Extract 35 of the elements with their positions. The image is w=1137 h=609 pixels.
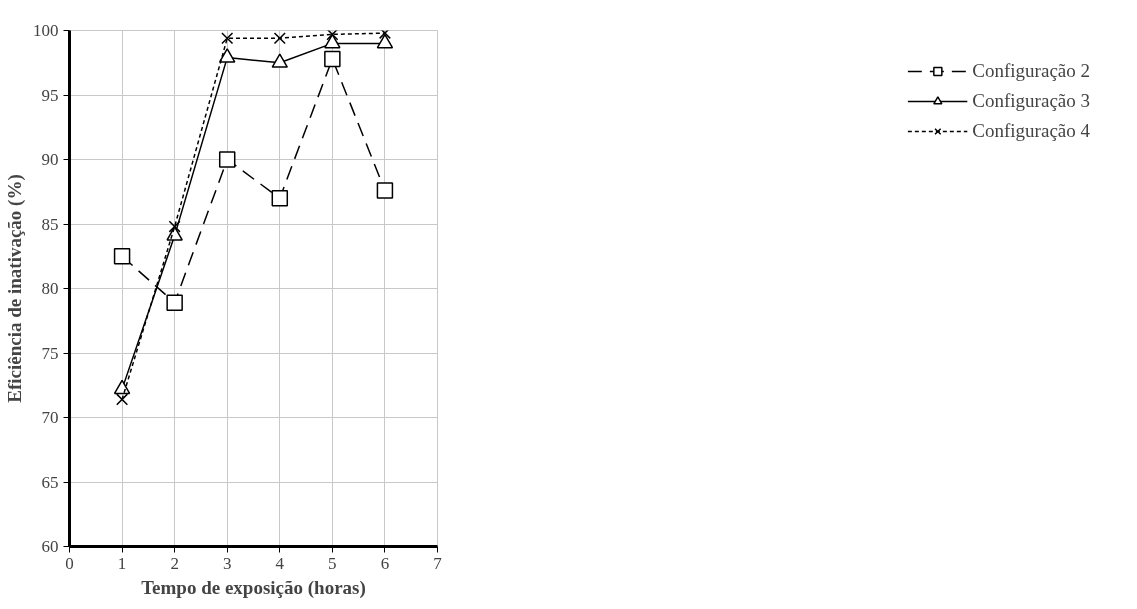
x-tick-label: 0 xyxy=(65,553,74,573)
x-tick-label: 5 xyxy=(328,553,337,573)
x-tick-label: 1 xyxy=(117,553,127,573)
x-axis-title: Tempo de exposição (horas) xyxy=(141,576,366,599)
point xyxy=(166,294,183,311)
y-tick-label: 60 xyxy=(41,537,59,556)
point xyxy=(376,182,394,199)
point xyxy=(271,189,289,207)
x-tick-label: 6 xyxy=(380,553,390,573)
y-tick-label: 70 xyxy=(41,408,59,427)
point xyxy=(113,248,131,265)
x-tick-label: 3 xyxy=(222,553,232,573)
y-tick-label: 75 xyxy=(41,343,59,363)
point xyxy=(168,220,181,233)
y-tick-label: 90 xyxy=(41,150,59,169)
point xyxy=(378,30,391,40)
x-tick-label: 7 xyxy=(433,553,443,573)
x-tick-label: 2 xyxy=(170,553,179,573)
point xyxy=(221,32,234,45)
y-tick-label: 80 xyxy=(41,279,59,298)
point xyxy=(218,151,236,168)
legend-label: Configuração 2 xyxy=(972,60,1090,82)
y-tick-label: 65 xyxy=(41,472,59,492)
point xyxy=(326,30,339,41)
y-tick-label: 100 xyxy=(33,21,59,40)
point xyxy=(116,393,129,406)
y-tick-label: 85 xyxy=(41,214,59,234)
point xyxy=(324,50,341,68)
point xyxy=(113,379,131,395)
legend-label: Configuração 3 xyxy=(972,90,1090,112)
point xyxy=(273,32,286,45)
legend-label: Configuração 4 xyxy=(972,120,1090,142)
y-axis-title: Eficiência de inativação (%) xyxy=(4,174,26,403)
x-tick-label: 4 xyxy=(275,553,285,573)
y-tick-label: 95 xyxy=(41,85,59,105)
